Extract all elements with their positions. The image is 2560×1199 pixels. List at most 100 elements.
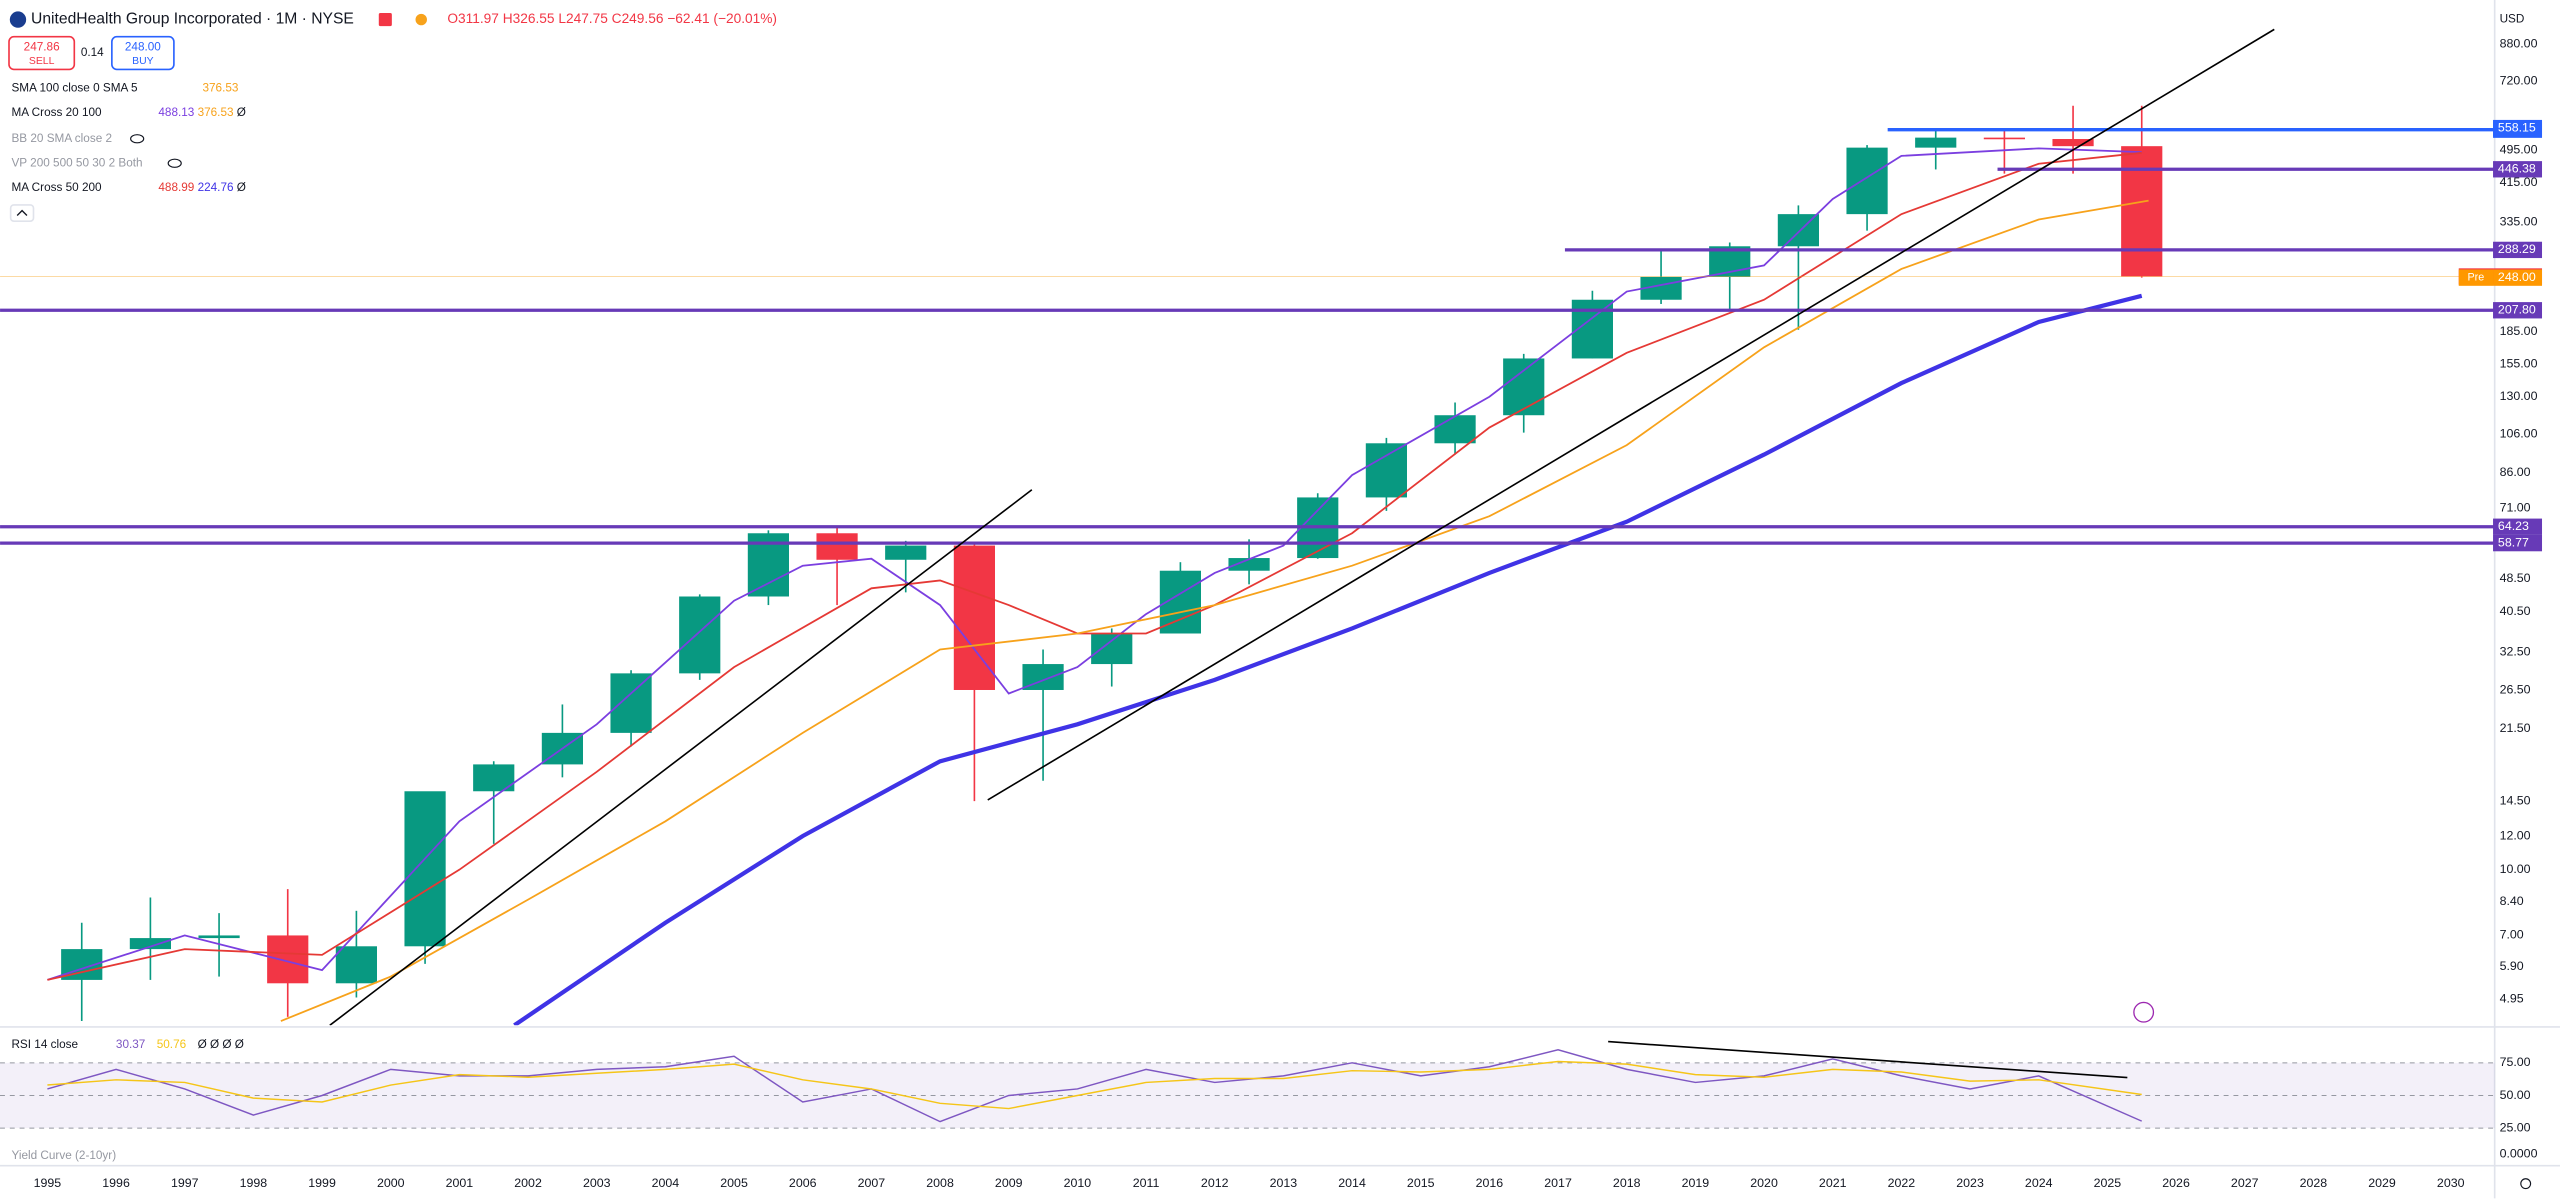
price-tick-label: 86.00 (2500, 465, 2531, 479)
sell-price: 247.86 (24, 40, 60, 53)
price-tick-label: 40.50 (2500, 604, 2531, 618)
time-tick-label: 1999 (308, 1176, 336, 1190)
yield-curve-title[interactable]: Yield Curve (2-10yr) (11, 1149, 116, 1162)
candle-body (2052, 139, 2094, 147)
price-tick-label: 720.00 (2500, 73, 2538, 87)
price-badge-label: 248.00 (2498, 270, 2536, 284)
candle-body (610, 673, 652, 733)
time-tick-label: 2027 (2231, 1176, 2259, 1190)
time-tick-label: 2021 (1819, 1176, 1847, 1190)
price-badge (2493, 518, 2543, 535)
hidden-icon[interactable] (167, 158, 182, 168)
time-tick-label: 2004 (652, 1176, 680, 1190)
time-tick-label: 1997 (171, 1176, 199, 1190)
time-tick-label: 1996 (102, 1176, 130, 1190)
time-tick-label: 2016 (1476, 1176, 1504, 1190)
price-tick-label: 26.50 (2500, 682, 2531, 696)
time-tick-label: 2028 (2300, 1176, 2328, 1190)
moving-average (47, 147, 2142, 981)
rsi-lines (47, 1049, 2143, 1123)
price-badge-label: 207.80 (2498, 303, 2536, 317)
price-tick-label: 14.50 (2500, 793, 2531, 807)
time-tick-label: 2000 (377, 1176, 405, 1190)
trendlines (329, 28, 2275, 1026)
price-tick-label: 155.00 (2500, 357, 2538, 371)
trendline (987, 28, 2275, 801)
rsi-extras: Ø Ø Ø Ø (198, 1038, 244, 1051)
indicator-value: 488.99 (158, 181, 194, 194)
rsi-tick-label: 50.00 (2500, 1088, 2531, 1102)
price-badge (2493, 161, 2543, 178)
indicator-value: 224.76 (198, 181, 234, 194)
candle-body (816, 533, 858, 560)
candle-body (2121, 146, 2163, 277)
price-tick-label: 71.00 (2500, 501, 2531, 515)
time-tick-label: 2013 (1270, 1176, 1298, 1190)
time-tick-label: 2014 (1338, 1176, 1366, 1190)
symbol-logo (9, 11, 27, 28)
candle-body (267, 935, 309, 984)
currency[interactable]: USD (2500, 13, 2525, 26)
candle-body (1228, 558, 1270, 571)
price-badge-label: 558.15 (2498, 120, 2536, 134)
event-icon[interactable] (2133, 1001, 2155, 1023)
time-tick-label: 2019 (1682, 1176, 1710, 1190)
buy-button[interactable] (111, 35, 175, 71)
collapse-icon (16, 209, 28, 216)
candle-body (679, 596, 721, 674)
price-badge (2493, 534, 2543, 552)
time-tick-label: 2029 (2368, 1176, 2396, 1190)
hidden-icon[interactable] (130, 134, 145, 144)
time-tick-label: 2001 (446, 1176, 474, 1190)
price-tick-label: 495.00 (2500, 143, 2538, 157)
price-tick-label: 32.50 (2500, 645, 2531, 659)
price-badge (2493, 241, 2543, 259)
indicator-name[interactable]: SMA 100 close 0 SMA 5 (11, 81, 138, 94)
indicator-name[interactable]: MA Cross 20 100 (11, 106, 102, 119)
candle-body (1503, 358, 1545, 416)
time-tick-label: 2026 (2162, 1176, 2190, 1190)
time-tick-label: 2002 (514, 1176, 542, 1190)
rsi-title[interactable]: RSI 14 close (11, 1038, 78, 1051)
time-tick-label: 2007 (858, 1176, 886, 1190)
settings-icon[interactable] (2520, 1178, 2532, 1190)
indicator-name[interactable]: BB 20 SMA close 2 (11, 132, 112, 145)
candle-body (1434, 415, 1476, 444)
price-tick-label: 130.00 (2500, 389, 2538, 403)
price-badge-label: 58.77 (2498, 535, 2529, 549)
candle-body (885, 545, 927, 560)
rsi-line (47, 1049, 2143, 1123)
symbol-title[interactable]: UnitedHealth Group Incorporated · 1M · N… (31, 11, 354, 28)
time-tick-label: 2022 (1888, 1176, 1916, 1190)
candle-body (1915, 137, 1957, 148)
time-tick-label: 2009 (995, 1176, 1023, 1190)
indicator-value: 488.13 (158, 106, 194, 119)
price-tick-label: 21.50 (2500, 721, 2531, 735)
candle-body (1091, 633, 1133, 665)
price-badge (2493, 302, 2543, 319)
time-tick-label: 2030 (2437, 1176, 2465, 1190)
rsi-tick-label: 25.00 (2500, 1120, 2531, 1134)
candle-body (335, 946, 378, 984)
rsi-tick-label: 75.00 (2500, 1055, 2531, 1069)
collapse-button[interactable] (9, 204, 35, 223)
session-icon (415, 13, 427, 26)
trendline (329, 489, 1033, 1026)
time-tick-label: 2018 (1613, 1176, 1641, 1190)
buy-label: BUY (132, 56, 153, 67)
sell-label: SELL (29, 56, 55, 67)
flag-icon[interactable] (378, 13, 392, 27)
time-tick-label: 2008 (926, 1176, 954, 1190)
candle-body (1983, 137, 2025, 140)
price-badge (2493, 119, 2543, 137)
indicator-name[interactable]: VP 200 500 50 30 2 Both (11, 156, 142, 169)
price-tick-label: 106.00 (2500, 427, 2538, 441)
indicator-value: 376.53 (198, 106, 234, 119)
rsi-ma-line (47, 1060, 2142, 1110)
indicator-name[interactable]: MA Cross 50 200 (11, 181, 102, 194)
price-badge-label: 288.29 (2498, 242, 2536, 256)
price-tick-label: 185.00 (2500, 324, 2538, 338)
candle-body (1365, 443, 1407, 498)
sell-button[interactable] (8, 35, 76, 71)
